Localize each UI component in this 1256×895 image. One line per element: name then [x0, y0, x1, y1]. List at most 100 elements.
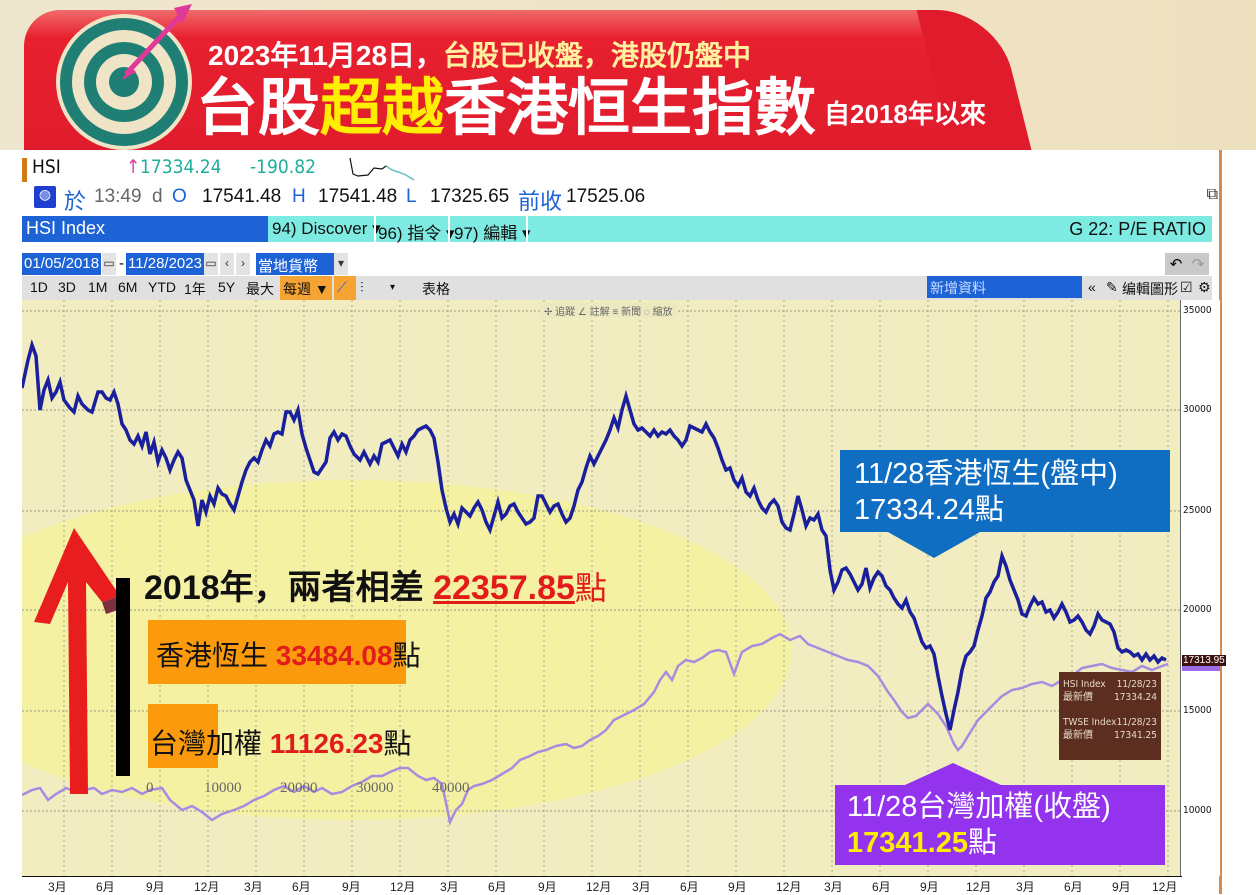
- date-range-bar: 01/05/2018 ▭ - 11/28/2023 ▭ ‹ › 當地貨幣 ▾: [22, 253, 1212, 275]
- y-tick: 15000: [1183, 705, 1212, 716]
- banner-title: 台股超越香港恒生指數 自2018年以來: [196, 74, 986, 143]
- menu-divider: [448, 216, 450, 242]
- edit-menu[interactable]: 97) 編輯 ▾: [454, 224, 531, 243]
- black-bar: [116, 578, 130, 776]
- x-tick: 6月: [872, 880, 891, 894]
- menu-divider: [374, 216, 376, 242]
- open-value: 17541.48: [202, 186, 282, 207]
- redo-button[interactable]: ↷: [1187, 253, 1209, 275]
- period-5y[interactable]: 5Y: [218, 279, 236, 295]
- hsi-callout-value: 17334.24點: [854, 494, 1004, 526]
- period-3d[interactable]: 3D: [58, 279, 76, 295]
- hsi-callout-title: 11/28香港恆生(盤中): [854, 458, 1118, 490]
- discover-menu[interactable]: 94) Discover ▾: [272, 219, 381, 238]
- twse-line: [22, 632, 1169, 826]
- calendar-icon[interactable]: ▭: [102, 253, 116, 275]
- checklist-icon[interactable]: ☑: [1180, 279, 1193, 295]
- y-axis: 35000 30000 25000 20000 15000 10000: [1180, 300, 1220, 876]
- undo-redo-group: ↶ ↷: [1165, 253, 1211, 275]
- prev-close-value: 17525.06: [566, 186, 646, 207]
- low-value: 17325.65: [430, 186, 510, 207]
- time-label: 於: [64, 189, 87, 214]
- period-1y[interactable]: 1年: [184, 281, 206, 297]
- tw-label-box: [148, 704, 218, 768]
- y-tick: 30000: [1183, 404, 1212, 415]
- x-tick: 12月: [776, 880, 802, 894]
- hsi-line: [22, 339, 1167, 731]
- menu-divider: [526, 216, 528, 242]
- red-up-arrow-icon: [34, 528, 124, 794]
- x-tick: 6月: [1064, 880, 1083, 894]
- x-tick: 9月: [146, 880, 165, 894]
- quote-line: HSI ↑ 17334.24 -190.82: [22, 156, 1222, 182]
- period-1d[interactable]: 1D: [30, 279, 48, 295]
- x-tick: 12月: [390, 880, 416, 894]
- high-label: H: [292, 186, 306, 207]
- x-tick: 12月: [966, 880, 992, 894]
- add-data-input[interactable]: 新增資料: [927, 276, 1082, 298]
- popout-icon[interactable]: ⧉: [1206, 186, 1218, 203]
- target-arrow-icon: [56, 4, 192, 150]
- security-field[interactable]: HSI Index: [22, 216, 268, 242]
- x-tick: 6月: [292, 880, 311, 894]
- frequency-select[interactable]: 每週 ▼: [280, 276, 332, 300]
- undo-button[interactable]: ↶: [1165, 253, 1187, 275]
- gauge-icon[interactable]: ◍: [34, 186, 56, 208]
- function-name: G 22: P/E RATIO: [1069, 219, 1206, 239]
- commands-menu[interactable]: 96) 指令 ▾: [378, 224, 455, 243]
- x-tick: 3月: [1016, 880, 1035, 894]
- twse-callout-title: 11/28台灣加權(收盤): [847, 791, 1111, 823]
- prev-range-button[interactable]: ‹: [220, 253, 234, 275]
- currency-dropdown-caret[interactable]: ▾: [334, 253, 348, 275]
- calendar-icon[interactable]: ▭: [204, 253, 218, 275]
- period-6m[interactable]: 6M: [118, 279, 138, 295]
- x-tick: 3月: [824, 880, 843, 894]
- chart-type-caret[interactable]: ▾: [390, 282, 396, 293]
- period-ytd[interactable]: YTD: [148, 279, 176, 295]
- currency-select[interactable]: 當地貨幣: [256, 253, 334, 275]
- x-tick: 9月: [1112, 880, 1131, 894]
- x-tick: 6月: [488, 880, 507, 894]
- bar-chart-icon[interactable]: ⫶: [360, 279, 364, 295]
- sparkline-icon: [349, 157, 415, 181]
- edit-chart-button[interactable]: 编輯圖形: [1122, 281, 1178, 297]
- x-tick: 6月: [96, 880, 115, 894]
- twse-callout-value: 17341.25: [847, 827, 968, 859]
- quote-time: 13:49: [94, 186, 142, 207]
- x-tick: 6月: [680, 880, 699, 894]
- period-1m[interactable]: 1M: [88, 279, 108, 295]
- x-tick: 3月: [632, 880, 651, 894]
- collapse-button[interactable]: «: [1088, 279, 1096, 295]
- table-button[interactable]: 表格: [422, 281, 450, 297]
- pencil-icon[interactable]: ✎: [1106, 279, 1118, 295]
- next-range-button[interactable]: ›: [236, 253, 250, 275]
- twse-callout: 11/28台灣加權(收盤) 17341.25點: [835, 763, 1165, 865]
- period-max[interactable]: 最大: [246, 281, 274, 297]
- chart-mini-toolbar[interactable]: ✢ 追蹤 ∠ 註解 ≡ 新聞 ◌ 縮放: [540, 303, 677, 318]
- x-tick: 9月: [920, 880, 939, 894]
- ticker-symbol: HSI: [32, 156, 61, 178]
- y-tick: 25000: [1183, 505, 1212, 516]
- open-label: O: [172, 186, 187, 207]
- price-change: -190.82: [250, 156, 316, 178]
- end-date-input[interactable]: 11/28/2023: [126, 253, 204, 275]
- x-axis: 3月 6月 9月 12月 3月 6月 9月 12月 3月 6月 9月 12月 3…: [22, 876, 1182, 894]
- high-value: 17541.48: [318, 186, 398, 207]
- hsi-2018-annotation: 香港恆生 33484.08點: [156, 640, 421, 671]
- low-label: L: [406, 186, 417, 207]
- x-tick: 3月: [244, 880, 263, 894]
- line-chart-icon[interactable]: ⟋: [334, 276, 356, 300]
- data-tooltip: HSI Index 11/28/23 最新價 17334.24 TWSE Index…: [1059, 672, 1161, 760]
- x-tick: 12月: [1152, 880, 1178, 894]
- gear-icon[interactable]: ⚙: [1198, 279, 1211, 295]
- x-tick: 12月: [586, 880, 612, 894]
- quote-detail-line: ◍ 於 13:49 d O 17541.48 H 17541.48 L 1732…: [22, 184, 1222, 214]
- x-tick: 9月: [728, 880, 747, 894]
- start-date-input[interactable]: 01/05/2018: [22, 253, 102, 275]
- hsi-callout: 11/28香港恆生(盤中) 17334.24點: [840, 450, 1170, 558]
- x-tick: 3月: [440, 880, 459, 894]
- d-label: d: [152, 186, 163, 207]
- ticker-marker: [22, 158, 27, 182]
- x-tick: 12月: [194, 880, 220, 894]
- up-arrow-icon: ↑: [126, 156, 141, 178]
